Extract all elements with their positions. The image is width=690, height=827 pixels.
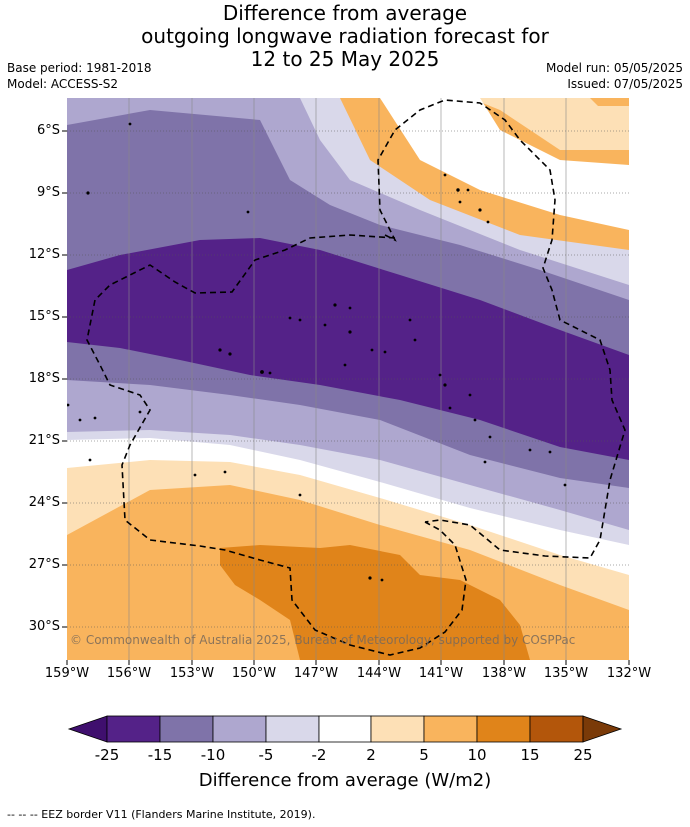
grid [67,130,629,628]
colorbar-title: Difference from average (W/m2) [198,770,492,791]
eez-border-french-polynesia [86,234,467,656]
model-name: Model: ACCESS-S2 [7,77,119,91]
lat-label: 27°S [28,557,60,572]
footer-note: -- -- -- EEZ border V11 (Flanders Marine… [7,808,316,821]
base-period: Base period: 1981-2018 [7,61,152,75]
band-top-orange [590,98,629,106]
colorbar-label: 25 [573,746,593,764]
colorbar-label: -25 [94,746,120,764]
cb-m25-m15 [106,715,161,743]
title-line-1: Difference from average [222,1,468,25]
lon-label: 159°W [44,666,90,681]
eez-border-kiribati [377,99,626,559]
cb-15-25 [529,715,584,743]
cb-2-5 [370,715,425,743]
cb-m10-m5 [212,715,267,743]
colorbar-label: -2 [311,746,327,764]
lat-label: 6°S [36,123,60,138]
lon-label: 153°W [169,666,215,681]
colorbar-label: 10 [467,746,487,764]
lat-label: 15°S [28,309,60,324]
title-line-3: 12 to 25 May 2025 [250,47,440,71]
meta-left: Base period: 1981-2018 Model: ACCESS-S2 [7,60,152,92]
colorbar-label: 2 [366,746,376,764]
band-m15-m25 [67,238,629,460]
band-2-5 [430,98,629,150]
cb-10-15 [476,715,531,743]
meridians [128,98,567,660]
cb-m2-2 [318,715,372,743]
islands [67,122,567,582]
lon-label: 132°W [606,666,652,681]
lon-label: 141°W [418,666,464,681]
title-line-2: outgoing longwave radiation forecast for [141,24,549,48]
cb-m5-m2 [265,715,320,743]
lon-label: 135°W [543,666,589,681]
colorbar-label: 5 [419,746,429,764]
band-0 [67,438,629,600]
map-title: Difference from average outgoing longwav… [0,2,690,71]
lat-label: 12°S [28,247,60,262]
issued-date: Issued: 07/05/2025 [567,77,683,91]
colorbar-arrow-low [67,715,108,743]
lon-label: 144°W [356,666,402,681]
map-field [67,98,629,660]
colorbar-label: 15 [520,746,540,764]
lon-label: 147°W [293,666,339,681]
cb-m15-m10 [159,715,214,743]
colorbar-label: -5 [258,746,274,764]
meta-right: Model run: 05/05/2025 Issued: 07/05/2025 [546,60,683,92]
model-run: Model run: 05/05/2025 [545,61,683,75]
colorbar-label: -15 [147,746,173,764]
colorbar-label: -10 [200,746,226,764]
lat-label: 24°S [28,495,60,510]
lat-label: 30°S [28,619,60,634]
lat-label: 18°S [28,371,60,386]
cb-5-10 [423,715,478,743]
lat-label: 9°S [36,185,60,200]
band-10-15 [220,545,530,660]
lon-label: 156°W [106,666,152,681]
lon-label: 150°W [231,666,277,681]
colorbar-arrow-high [582,715,623,743]
lat-label: 21°S [28,433,60,448]
colorbar [67,715,623,743]
lon-label: 138°W [481,666,527,681]
copyright-notice: © Commonwealth of Australia 2025, Bureau… [70,633,576,647]
axis-ticks [62,130,630,665]
